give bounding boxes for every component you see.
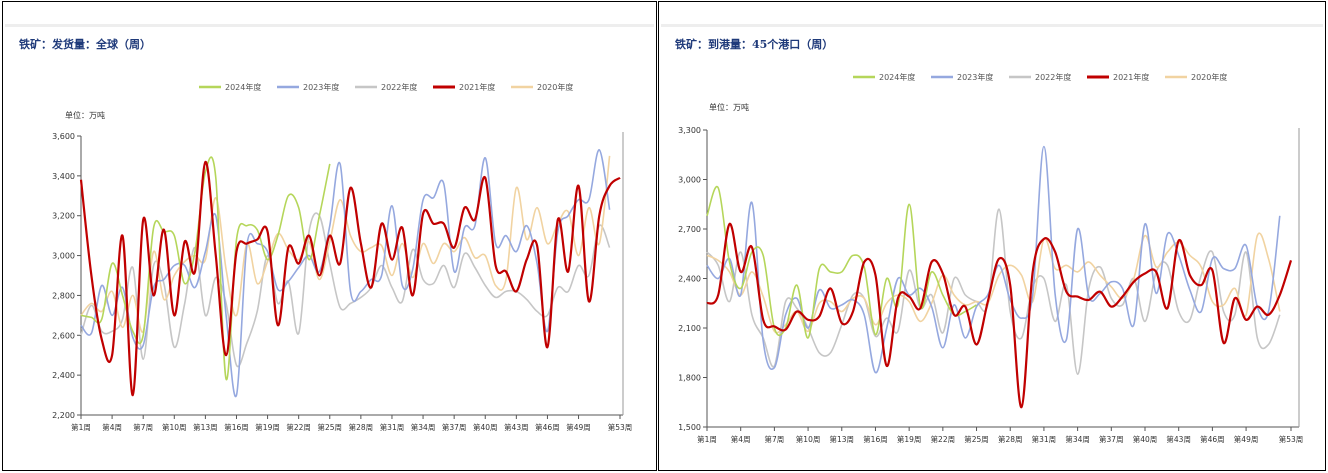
x-tick-label: 第31周 bbox=[1032, 434, 1057, 444]
x-tick-label: 第7周 bbox=[133, 422, 153, 432]
y-tick-label: 3,200 bbox=[52, 212, 75, 221]
x-tick-label: 第16周 bbox=[224, 422, 249, 432]
y-tick-label: 2,700 bbox=[678, 225, 701, 234]
y-tick-label: 3,600 bbox=[52, 132, 75, 141]
x-tick-label: 第22周 bbox=[931, 434, 956, 444]
legend: 2024年度 2023年度 2022年度 2021年度 2020年度 bbox=[853, 72, 1227, 82]
x-tick-label: 第4周 bbox=[731, 434, 751, 444]
x-tick-label: 第1周 bbox=[697, 434, 717, 444]
legend-label: 2024年度 bbox=[879, 72, 915, 82]
x-tick-label: 第34周 bbox=[411, 422, 436, 432]
x-tick-label: 第7周 bbox=[764, 434, 784, 444]
x-tick-label: 第31周 bbox=[380, 422, 405, 432]
x-tick-label: 第1周 bbox=[71, 422, 91, 432]
x-tick-label: 第10周 bbox=[796, 434, 821, 444]
x-tick-label: 第49周 bbox=[1234, 434, 1259, 444]
panel-divider-bar bbox=[5, 24, 654, 27]
x-tick-label: 第34周 bbox=[1065, 434, 1090, 444]
legend-label: 2022年度 bbox=[381, 82, 417, 92]
legend-label: 2023年度 bbox=[303, 82, 339, 92]
y-tick-label: 2,600 bbox=[52, 331, 75, 340]
chart-title: 铁矿：到港量：45个港口（周） bbox=[675, 38, 834, 51]
legend-label: 2020年度 bbox=[537, 82, 573, 92]
x-tick-label: 第16周 bbox=[863, 434, 888, 444]
x-tick-label: 第40周 bbox=[1133, 434, 1158, 444]
x-tick-label: 第25周 bbox=[964, 434, 989, 444]
unit-label: 单位：万吨 bbox=[65, 110, 105, 120]
y-tick-label: 2,400 bbox=[678, 275, 701, 284]
legend: 2024年度 2023年度 2022年度 2021年度 2020年度 bbox=[199, 82, 573, 92]
x-tick-label: 第46周 bbox=[1200, 434, 1225, 444]
x-tick-label: 第49周 bbox=[566, 422, 591, 432]
x-tick-label: 第22周 bbox=[286, 422, 311, 432]
x-tick-label: 第43周 bbox=[1166, 434, 1191, 444]
x-tick-label: 第43周 bbox=[504, 422, 529, 432]
x-tick-label: 第19周 bbox=[897, 434, 922, 444]
legend-label: 2021年度 bbox=[459, 82, 495, 92]
x-tick-label: 第13周 bbox=[829, 434, 854, 444]
chart-panel-left: 铁矿：发货量：全球（周） 单位：万吨 2024年度 2023年度 2022年度 2021… bbox=[2, 1, 657, 471]
series-line-2021 bbox=[79, 160, 621, 397]
y-tick-label: 1,800 bbox=[678, 374, 701, 383]
x-tick-label: 第37周 bbox=[1099, 434, 1124, 444]
chart-svg-right: 单位：万吨 2024年度 2023年度 2022年度 2021年度 2020年度 1,500… bbox=[678, 72, 1304, 444]
x-tick-label: 第10周 bbox=[162, 422, 187, 432]
x-tick-label: 第28周 bbox=[349, 422, 374, 432]
chart-panel-right: 铁矿：到港量：45个港口（周） 单位：万吨 2024年度 2023年度 2022年度 2… bbox=[658, 1, 1326, 471]
series-line-2023 bbox=[706, 145, 1281, 374]
x-tick-label: 第25周 bbox=[317, 422, 342, 432]
x-tick-label: 第40周 bbox=[473, 422, 498, 432]
x-tick-label: 第4周 bbox=[102, 422, 122, 432]
series-line-2023 bbox=[80, 149, 611, 398]
y-tick-label: 3,000 bbox=[52, 252, 75, 261]
y-tick-label: 1,500 bbox=[678, 423, 701, 432]
x-tick-label: 第53周 bbox=[1279, 434, 1304, 444]
y-tick-label: 3,400 bbox=[52, 172, 75, 181]
y-tick-label: 3,000 bbox=[678, 176, 701, 185]
x-tick-label: 第13周 bbox=[193, 422, 218, 432]
series-line-2024 bbox=[80, 156, 331, 380]
legend-label: 2022年度 bbox=[1035, 72, 1071, 82]
y-tick-label: 2,400 bbox=[52, 371, 75, 380]
x-tick-label: 第46周 bbox=[535, 422, 560, 432]
series-line-2020 bbox=[706, 232, 1281, 334]
legend-label: 2021年度 bbox=[1113, 72, 1149, 82]
legend-label: 2024年度 bbox=[225, 82, 261, 92]
legend-label: 2023年度 bbox=[957, 72, 993, 82]
series-line-2024 bbox=[706, 185, 977, 339]
chart-svg-left: 单位：万吨 2024年度 2023年度 2022年度 2021年度 2020年度 2,200… bbox=[52, 82, 633, 432]
y-tick-label: 3,300 bbox=[678, 126, 701, 135]
y-tick-label: 2,200 bbox=[52, 411, 75, 420]
y-tick-label: 2,800 bbox=[52, 291, 75, 300]
x-tick-label: 第53周 bbox=[608, 422, 633, 432]
unit-label: 单位：万吨 bbox=[709, 102, 749, 112]
series-line-2022 bbox=[80, 212, 611, 368]
panel-divider-bar bbox=[661, 24, 1323, 27]
x-tick-label: 第37周 bbox=[442, 422, 467, 432]
y-tick-label: 2,100 bbox=[678, 324, 701, 333]
chart-title: 铁矿：发货量：全球（周） bbox=[19, 38, 151, 51]
x-tick-label: 第28周 bbox=[998, 434, 1023, 444]
series-line-2021 bbox=[706, 222, 1293, 409]
legend-label: 2020年度 bbox=[1191, 72, 1227, 82]
x-tick-label: 第19周 bbox=[255, 422, 280, 432]
